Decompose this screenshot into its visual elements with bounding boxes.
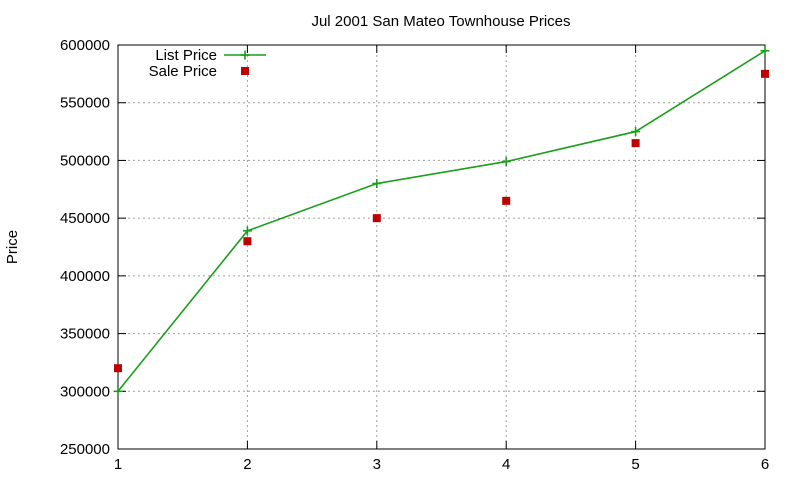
chart-title: Jul 2001 San Mateo Townhouse Prices [311, 13, 570, 30]
y-tick-label: 350000 [60, 326, 110, 343]
plot-frame [117, 44, 766, 450]
legend-marker-sale-price [241, 67, 249, 75]
data-point-list-price [372, 179, 382, 189]
legend-label-sale-price: Sale Price [149, 63, 217, 80]
x-tick-label: 4 [502, 456, 510, 473]
y-tick-label: 400000 [60, 268, 110, 285]
series-layer [113, 46, 770, 396]
y-tick-label: 450000 [60, 210, 110, 227]
y-tick-label: 600000 [60, 37, 110, 54]
x-tick-label: 5 [631, 456, 639, 473]
y-tick-label: 250000 [60, 441, 110, 458]
tick-labels: 250000 300000 350000 400000 450000 500000 5500… [60, 37, 769, 473]
data-point-sale-price [243, 237, 252, 246]
y-tick-label: 550000 [60, 95, 110, 112]
data-point-sale-price [631, 139, 640, 148]
x-tick-label: 6 [761, 456, 769, 473]
legend-label-list-price: List Price [155, 47, 217, 64]
legend-marker-list-price [240, 50, 250, 60]
series-line-list-price [117, 50, 766, 392]
data-point-list-price [242, 226, 252, 236]
y-tick-label: 500000 [60, 152, 110, 169]
data-point-list-price [631, 127, 641, 137]
data-point-list-price [501, 157, 511, 167]
x-tick-label: 3 [373, 456, 381, 473]
data-point-sale-price [114, 364, 122, 373]
data-point-list-price [760, 46, 770, 56]
grid-lines [118, 45, 765, 449]
x-tick-label: 2 [243, 456, 251, 473]
y-tick-label: 300000 [60, 383, 110, 400]
x-tick-label: 1 [114, 456, 122, 473]
data-point-list-price [113, 386, 123, 396]
data-point-sale-price [372, 214, 381, 223]
data-point-sale-price [761, 69, 769, 78]
data-point-sale-price [502, 196, 511, 205]
y-axis-label: Price [4, 230, 21, 264]
